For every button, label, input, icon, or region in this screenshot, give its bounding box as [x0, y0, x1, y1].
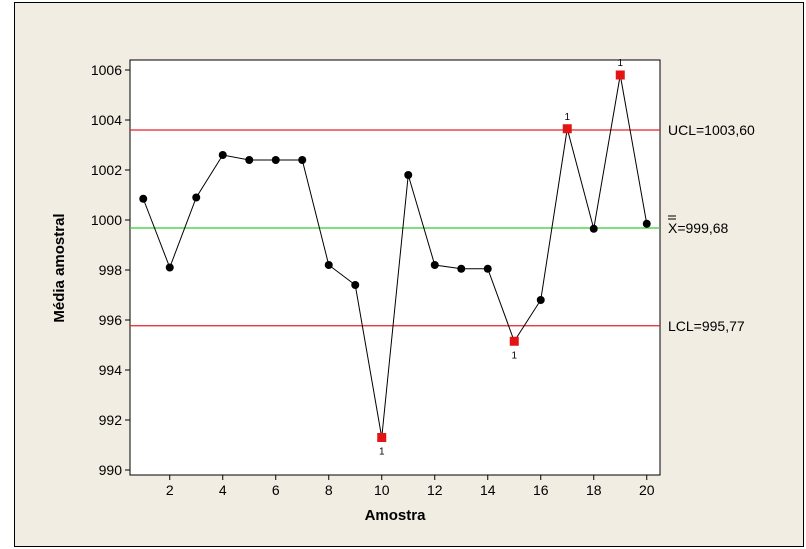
reference-labels: UCL=1003,60 X=999,68 LCL=995,77: [668, 122, 755, 334]
x-tick-label: 20: [639, 482, 655, 498]
plot-area: [129, 59, 661, 476]
x-tick-label: 12: [427, 482, 443, 498]
flag-label: 1: [617, 58, 623, 69]
data-points: [139, 70, 651, 442]
y-axis-ticks: 990 992 994 996 998 1000 1002 1004 1006: [91, 62, 130, 478]
data-point: [351, 281, 360, 289]
x-tick-label: 4: [219, 482, 227, 498]
x-tick-label: 10: [374, 482, 390, 498]
x-tick-label: 6: [272, 482, 280, 498]
data-point: [139, 194, 148, 203]
data-point: [536, 296, 545, 304]
lcl-label: LCL=995,77: [668, 318, 745, 334]
data-point: [298, 156, 307, 164]
y-tick-label: 992: [99, 412, 123, 428]
y-tick-label: 990: [99, 462, 123, 478]
data-point: [404, 171, 413, 179]
data-point: [324, 261, 333, 269]
data-point: [430, 261, 439, 269]
flagged-point: [377, 433, 387, 442]
y-axis-title: Média amostral: [51, 213, 68, 322]
x-axis-title: Amostra: [365, 507, 427, 524]
y-tick-label: 996: [99, 312, 123, 328]
center-label: X=999,68: [668, 220, 729, 236]
y-tick-label: 994: [99, 362, 123, 378]
data-point: [457, 264, 466, 273]
data-point: [271, 156, 280, 164]
flag-label: 1: [379, 447, 385, 458]
x-tick-label: 8: [325, 482, 333, 498]
series-line: [142, 74, 648, 438]
flag-label: 1: [564, 112, 570, 123]
flag-label: 1: [511, 350, 517, 361]
data-point: [589, 224, 598, 233]
y-tick-label: 998: [99, 262, 123, 278]
flagged-point: [615, 70, 625, 80]
flagged-point: [509, 336, 519, 346]
data-point: [218, 151, 227, 159]
data-point: [642, 219, 651, 228]
x-tick-label: 16: [533, 482, 549, 498]
y-tick-label: 1000: [91, 212, 122, 228]
data-point: [192, 193, 201, 202]
x-tick-label: 2: [166, 482, 174, 498]
data-point: [483, 264, 492, 273]
x-axis-ticks: 2 4 6 8 10 12 14 16 18 20: [166, 475, 655, 498]
x-tick-label: 14: [480, 482, 496, 498]
data-point: [165, 263, 174, 272]
ucl-label: UCL=1003,60: [668, 122, 755, 138]
data-point: [245, 156, 254, 164]
y-tick-label: 1002: [91, 162, 122, 178]
flagged-point: [562, 124, 572, 134]
flag-labels: 1 1 1 1: [379, 58, 624, 458]
y-tick-label: 1004: [91, 112, 122, 128]
x-tick-label: 18: [586, 482, 602, 498]
y-tick-label: 1006: [91, 62, 122, 78]
